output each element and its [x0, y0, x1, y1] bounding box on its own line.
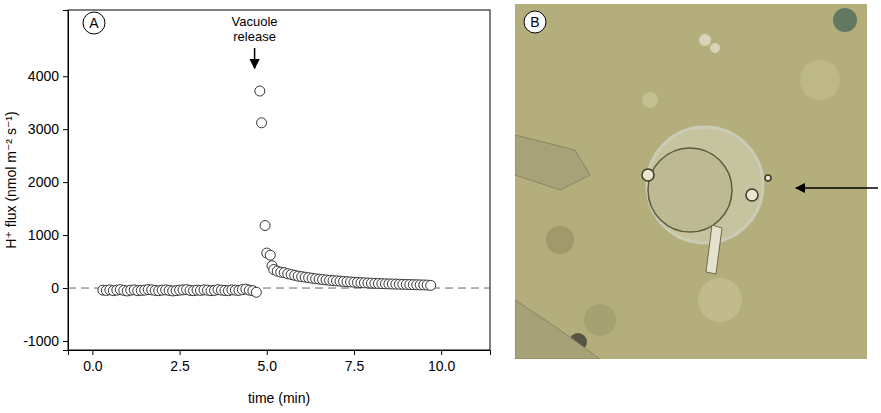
- data-point: [426, 280, 436, 290]
- y-tick-mark: [63, 182, 68, 183]
- y-tick-mark: [63, 76, 68, 77]
- x-tick: 5.0: [258, 350, 278, 374]
- droplet: [746, 189, 758, 201]
- data-point: [255, 86, 265, 96]
- photo: [515, 4, 867, 359]
- x-tick-label: 5.0: [258, 358, 278, 374]
- droplet: [765, 175, 771, 181]
- photo-blob: [800, 60, 840, 100]
- data-point: [265, 250, 275, 260]
- droplet: [642, 169, 654, 181]
- debris: [515, 300, 600, 359]
- annotation: Vacuolerelease: [232, 14, 278, 44]
- x-tick-label: 10.0: [428, 358, 455, 374]
- y-tick-label: 3000: [28, 121, 59, 137]
- plot-frame: [68, 10, 490, 350]
- x-tick-mark: [441, 350, 442, 355]
- photo-blob: [642, 92, 658, 108]
- x-axis-title: time (min): [248, 390, 310, 406]
- panel-label: A: [89, 15, 99, 31]
- debris: [706, 225, 722, 274]
- y-tick-label: 1000: [28, 227, 59, 243]
- x-tick: 7.5: [345, 350, 365, 374]
- debris: [515, 135, 590, 190]
- data-point: [257, 118, 267, 128]
- photo-blob: [546, 226, 574, 254]
- x-axis: 0.0 2.5 5.0 7.5 10.0: [69, 350, 491, 374]
- photo-background: [515, 4, 867, 359]
- y-tick-mark: [63, 288, 68, 289]
- x-tick: 10.0: [428, 350, 455, 374]
- panel-label-ring: [83, 12, 105, 34]
- y-tick: -1000: [23, 333, 68, 349]
- x-tick: 2.5: [170, 350, 190, 374]
- y-tick-mark: [63, 129, 68, 130]
- x-tick-label: 2.5: [170, 358, 190, 374]
- x-tick-label: 0.0: [83, 358, 103, 374]
- figure: 0.0 2.5 5.0 7.5 10.0 -1000 0 1000 2000 3000 4000 ti…: [0, 0, 881, 413]
- photo-blob: [833, 8, 857, 32]
- y-tick: 0: [51, 280, 68, 296]
- x-tick-label: 7.5: [345, 358, 365, 374]
- pointer-arrow: [796, 187, 878, 189]
- y-tick-mark: [63, 235, 68, 236]
- data-point: [251, 287, 261, 297]
- y-tick-mark: [63, 341, 68, 342]
- x-axis-line: [69, 351, 491, 356]
- photo-blob: [698, 278, 742, 322]
- x-tick-mark: [354, 350, 355, 355]
- y-axis-title: H⁺ flux (nmol m⁻² s⁻¹): [3, 111, 19, 248]
- photo-blob: [710, 43, 720, 53]
- y-tick-label: 2000: [28, 174, 59, 190]
- vacuole: [648, 148, 732, 232]
- y-tick: 2000: [28, 174, 68, 190]
- photo-blob: [584, 304, 616, 336]
- plot-area: [68, 86, 490, 297]
- y-axis-line: [63, 11, 69, 351]
- y-tick: 3000: [28, 121, 68, 137]
- y-tick-label: -1000: [23, 333, 59, 349]
- y-tick: 4000: [28, 68, 68, 84]
- y-tick-label: 0: [51, 280, 59, 296]
- x-tick-mark: [267, 350, 268, 355]
- panel-label: B: [530, 14, 539, 30]
- x-tick: 0.0: [83, 350, 103, 374]
- annotation-arrow: [254, 48, 256, 68]
- x-tick-mark: [92, 350, 93, 355]
- photo-blob: [699, 34, 711, 46]
- y-axis: -1000 0 1000 2000 3000 4000: [23, 11, 68, 351]
- y-tick: 1000: [28, 227, 68, 243]
- y-tick-label: 4000: [28, 68, 59, 84]
- data-point: [260, 221, 270, 231]
- x-tick-mark: [180, 350, 181, 355]
- panel-label-ring: [524, 11, 546, 33]
- protoplast: [647, 127, 763, 243]
